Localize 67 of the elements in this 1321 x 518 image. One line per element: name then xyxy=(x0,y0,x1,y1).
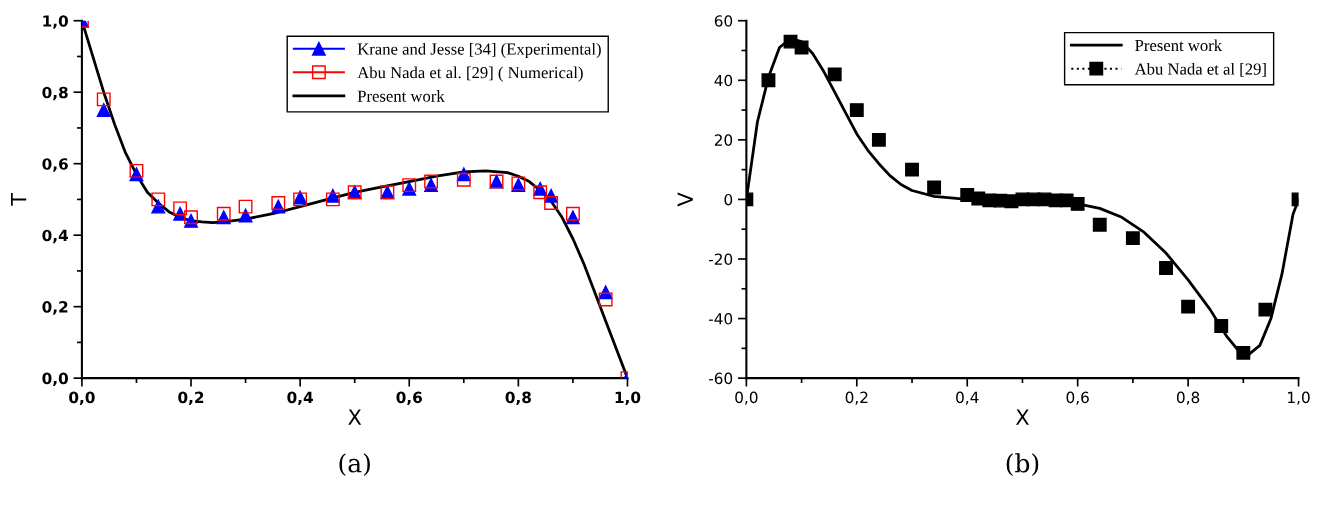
y-axis-title: T xyxy=(11,193,27,206)
y-tick-label: 0,4 xyxy=(42,229,69,244)
x-tick-label: 0,6 xyxy=(1066,391,1089,405)
point xyxy=(794,40,809,55)
point xyxy=(827,67,842,82)
legend-label: Present work xyxy=(357,90,445,102)
y-tick-label: 40 xyxy=(714,74,733,87)
point xyxy=(565,206,580,221)
point xyxy=(761,73,776,88)
point xyxy=(1092,217,1107,232)
point xyxy=(173,201,188,216)
point xyxy=(151,192,166,207)
point xyxy=(871,132,886,147)
y-tick-label: 1,0 xyxy=(43,15,68,29)
point xyxy=(533,185,548,200)
point xyxy=(905,162,919,177)
point xyxy=(456,172,471,187)
x-tick-label: 0,8 xyxy=(505,391,531,406)
x-tick-label: 0,4 xyxy=(287,391,313,406)
legend-label: Krane and Jesse [34] (Experimental) xyxy=(357,42,601,59)
x-axis-title: X xyxy=(1015,409,1029,425)
point xyxy=(927,180,942,195)
point xyxy=(271,196,286,210)
text: (b) xyxy=(1006,453,1039,477)
point xyxy=(96,103,111,118)
point xyxy=(544,196,559,210)
text: (a) xyxy=(339,453,370,477)
point xyxy=(129,163,144,178)
point xyxy=(1236,345,1251,360)
point xyxy=(238,199,253,214)
y-tick-label: 20 xyxy=(714,134,733,146)
y-tick-label: 0,6 xyxy=(42,158,68,172)
y-tick-label: 60 xyxy=(714,15,733,27)
x-tick-label: 0,0 xyxy=(735,391,758,405)
legend-label: Abu Nada et al [29] xyxy=(1134,62,1266,77)
point xyxy=(1159,260,1173,275)
x-tick-label: 0,6 xyxy=(396,391,422,406)
point xyxy=(325,192,340,207)
y-tick-label: 0 xyxy=(724,193,733,206)
point xyxy=(96,92,111,107)
point xyxy=(1125,231,1140,246)
y-tick-label: 0,0 xyxy=(42,372,68,387)
y-tick-label: -40 xyxy=(708,313,733,325)
point xyxy=(849,103,864,118)
point xyxy=(151,199,166,214)
x-tick-label: 0,2 xyxy=(178,391,204,406)
point xyxy=(216,206,231,221)
y-axis-title: V xyxy=(677,192,693,207)
y-tick-label: -60 xyxy=(708,372,733,385)
x-tick-label: 1,0 xyxy=(615,391,641,406)
point xyxy=(424,174,439,189)
point xyxy=(1181,299,1196,314)
x-tick-label: 0,4 xyxy=(956,391,979,405)
legend-label: Abu Nada et al. [29] ( Numerical) xyxy=(357,66,583,82)
x-tick-label: 1,0 xyxy=(1288,391,1310,405)
y-tick-label: 0,2 xyxy=(42,301,68,315)
point xyxy=(598,292,613,307)
point xyxy=(1070,196,1085,211)
point xyxy=(1214,319,1229,333)
x-tick-label: 0,2 xyxy=(845,391,868,405)
legend-label: Present work xyxy=(1135,39,1223,52)
y-tick-label: -20 xyxy=(708,253,733,266)
point xyxy=(1258,302,1273,317)
x-tick-label: 0,8 xyxy=(1176,391,1200,405)
x-tick-label: 0,0 xyxy=(69,391,95,406)
x-axis-title: X xyxy=(348,409,362,425)
y-tick-label: 0,8 xyxy=(42,86,68,101)
